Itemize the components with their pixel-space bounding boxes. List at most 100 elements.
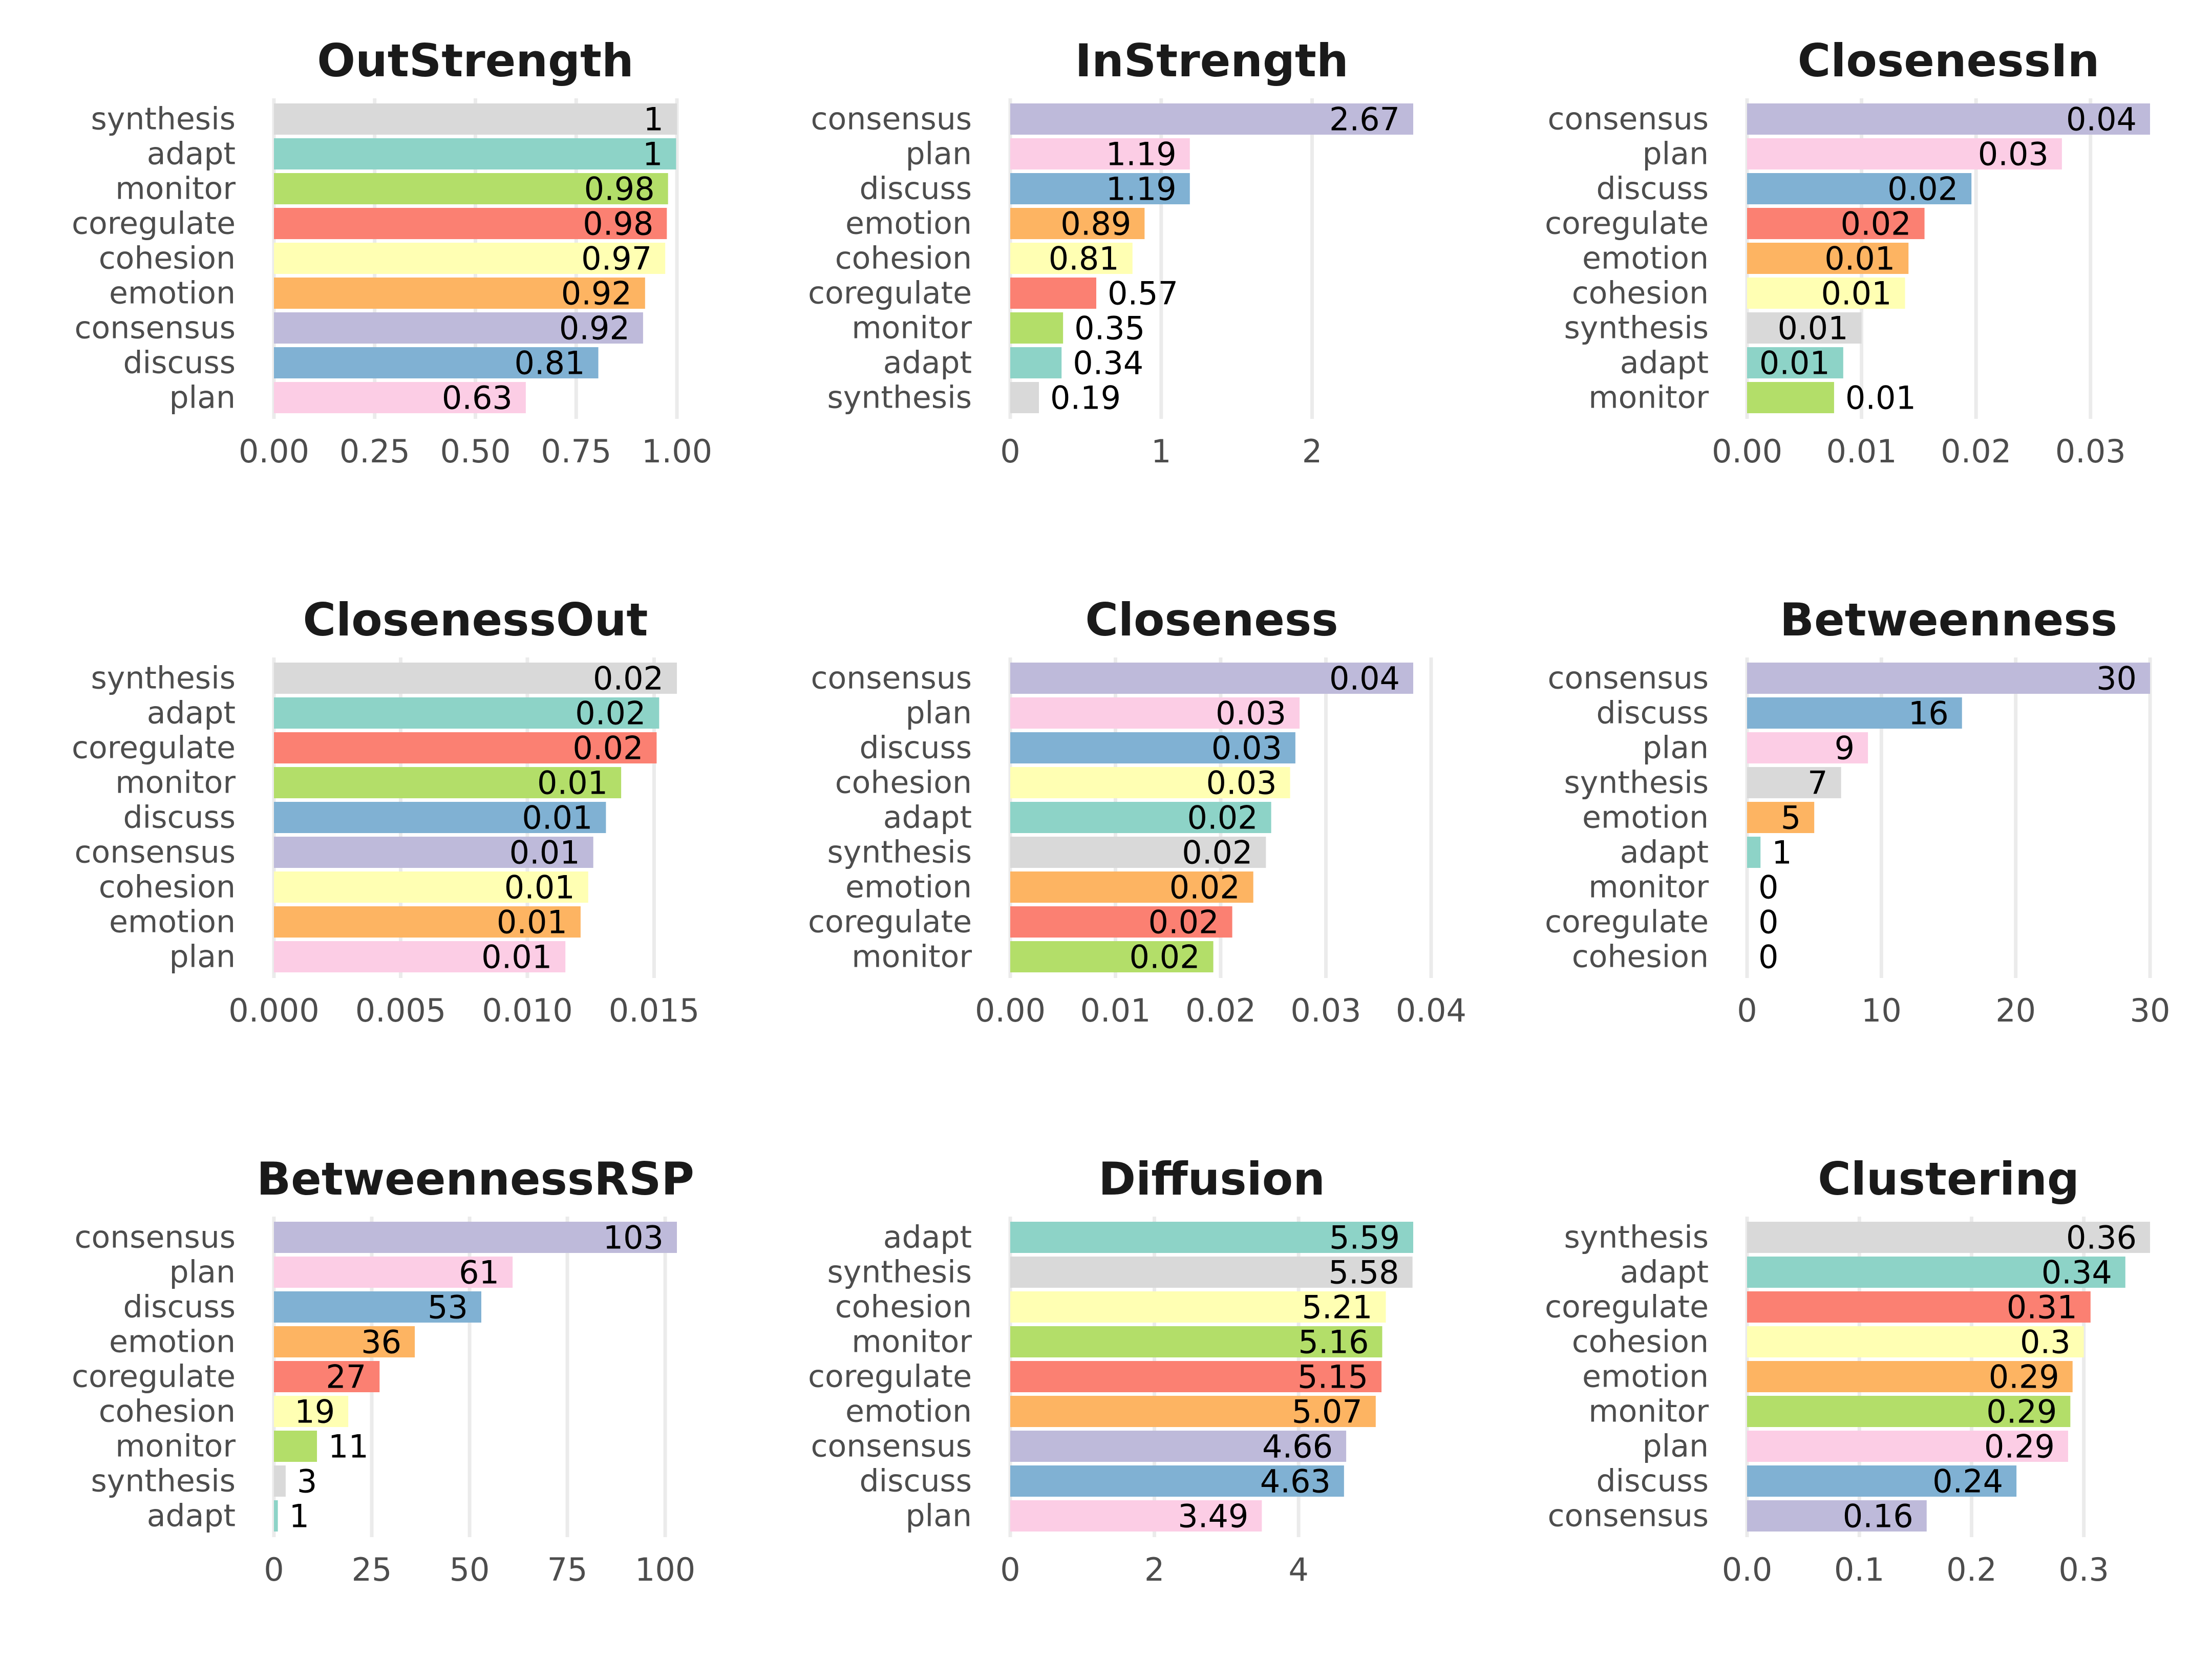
x-tick-label: 0 — [1000, 1551, 1020, 1588]
bar-adapt — [274, 1500, 278, 1532]
bar-adapt — [1010, 1222, 1413, 1253]
x-tick-label: 100 — [635, 1551, 695, 1588]
value-label: 53 — [428, 1289, 468, 1326]
category-label: coregulate — [1545, 1289, 1709, 1325]
value-label: 0.19 — [1050, 379, 1121, 417]
bar-emotion — [1747, 802, 1815, 833]
bar-cohesion — [274, 1396, 349, 1427]
category-label: consensus — [75, 1220, 236, 1256]
value-label: 0.35 — [1074, 310, 1145, 347]
bar-cohesion — [274, 243, 666, 274]
bar-coregulate — [1010, 278, 1097, 309]
category-label: coregulate — [72, 730, 236, 766]
category-label: plan — [905, 136, 972, 172]
value-label: 1 — [1772, 834, 1792, 871]
bar-synthesis — [274, 663, 677, 694]
category-label: adapt — [1620, 1254, 1709, 1290]
category-label: cohesion — [835, 765, 972, 801]
chart-title: Diffusion — [1098, 1153, 1325, 1205]
value-label: 0 — [1758, 939, 1778, 976]
value-label: 0.04 — [2066, 101, 2137, 138]
bar-emotion — [1010, 871, 1253, 903]
category-label: discuss — [859, 730, 972, 766]
x-tick-label: 0.0 — [1722, 1551, 1773, 1588]
x-tick-label: 0.01 — [1826, 433, 1897, 470]
x-tick-label: 0 — [1737, 992, 1757, 1029]
bar-emotion — [274, 906, 581, 938]
value-label: 0.02 — [572, 730, 643, 767]
value-label: 3 — [297, 1463, 317, 1500]
value-label: 0.01 — [1821, 275, 1891, 312]
chart-title: ClosenessOut — [303, 593, 648, 646]
chart-title: Closeness — [1085, 593, 1338, 646]
value-label: 0.01 — [1778, 310, 1848, 347]
value-label: 1 — [643, 136, 663, 173]
category-label: monitor — [852, 1324, 972, 1360]
x-tick-label: 10 — [1861, 992, 1902, 1029]
value-label: 0 — [1758, 869, 1778, 906]
bar-discuss — [1010, 173, 1190, 204]
bar-cohesion — [1010, 1291, 1386, 1323]
value-label: 0.01 — [1824, 240, 1895, 278]
x-tick-label: 0 — [1000, 433, 1020, 470]
bar-consensus — [274, 1222, 677, 1253]
category-label: discuss — [123, 1289, 236, 1325]
value-label: 0.34 — [1073, 345, 1143, 382]
bar-plan — [1747, 1431, 2068, 1462]
category-label: cohesion — [99, 869, 236, 905]
category-label: emotion — [1582, 800, 1709, 836]
x-tick-label: 0.01 — [1080, 992, 1151, 1029]
bar-emotion — [1010, 1396, 1376, 1427]
value-label: 0.31 — [2007, 1289, 2077, 1326]
value-label: 0.3 — [2020, 1324, 2071, 1361]
category-label: synthesis — [1564, 765, 1709, 801]
category-label: adapt — [147, 695, 236, 731]
x-tick-label: 0.00 — [975, 992, 1046, 1029]
bar-consensus — [1010, 1431, 1347, 1462]
category-label: plan — [905, 695, 972, 731]
value-label: 0.01 — [537, 764, 608, 802]
category-label: consensus — [1548, 661, 1709, 696]
bar-monitor — [1010, 941, 1214, 972]
category-label: plan — [1642, 136, 1709, 172]
category-label: emotion — [109, 1324, 236, 1360]
chart-title: BetweennessRSP — [257, 1153, 694, 1205]
bar-adapt — [1010, 347, 1062, 378]
chart-panel-outstrength: 0.00 0.25 0.50 0.75 1.00 OutStrength synthesis… — [72, 34, 712, 470]
category-label: consensus — [811, 101, 972, 137]
category-label: coregulate — [1545, 206, 1709, 242]
x-tick-label: 0.3 — [2058, 1551, 2109, 1588]
category-label: consensus — [1548, 101, 1709, 137]
category-label: consensus — [75, 835, 236, 870]
value-label: 0.02 — [1182, 834, 1252, 871]
bar-emotion — [1747, 243, 1909, 274]
bar-discuss — [274, 802, 606, 833]
chart-panel-diffusion: 0 2 4 Diffusion adapt 5.59 synthesis 5.58 cohesi… — [808, 1153, 1413, 1588]
x-tick-label: 0.1 — [1834, 1551, 1885, 1588]
value-label: 5.15 — [1298, 1358, 1368, 1396]
x-tick-label: 0.005 — [355, 992, 446, 1029]
category-label: emotion — [845, 1394, 972, 1430]
bar-discuss — [1747, 1465, 2017, 1497]
value-label: 0.57 — [1108, 275, 1178, 312]
value-label: 0.98 — [584, 171, 655, 208]
category-label: synthesis — [91, 661, 236, 696]
value-label: 0.03 — [1211, 730, 1282, 767]
category-label: emotion — [1582, 241, 1709, 276]
value-label: 0 — [1758, 904, 1778, 941]
value-label: 1 — [289, 1498, 309, 1535]
bar-coregulate — [274, 208, 667, 239]
category-label: consensus — [811, 661, 972, 696]
category-label: consensus — [1548, 1498, 1709, 1534]
chart-panel-betweennessrsp: 0 25 50 75 100 BetweennessRSP consensus 103 plan… — [72, 1153, 695, 1588]
category-label: emotion — [109, 904, 236, 940]
bar-cohesion — [1010, 243, 1133, 274]
bar-cohesion — [274, 871, 588, 903]
category-label: synthesis — [827, 1254, 972, 1290]
value-label: 5.07 — [1292, 1393, 1363, 1431]
category-label: emotion — [1582, 1359, 1709, 1395]
bar-discuss — [1010, 1465, 1344, 1497]
